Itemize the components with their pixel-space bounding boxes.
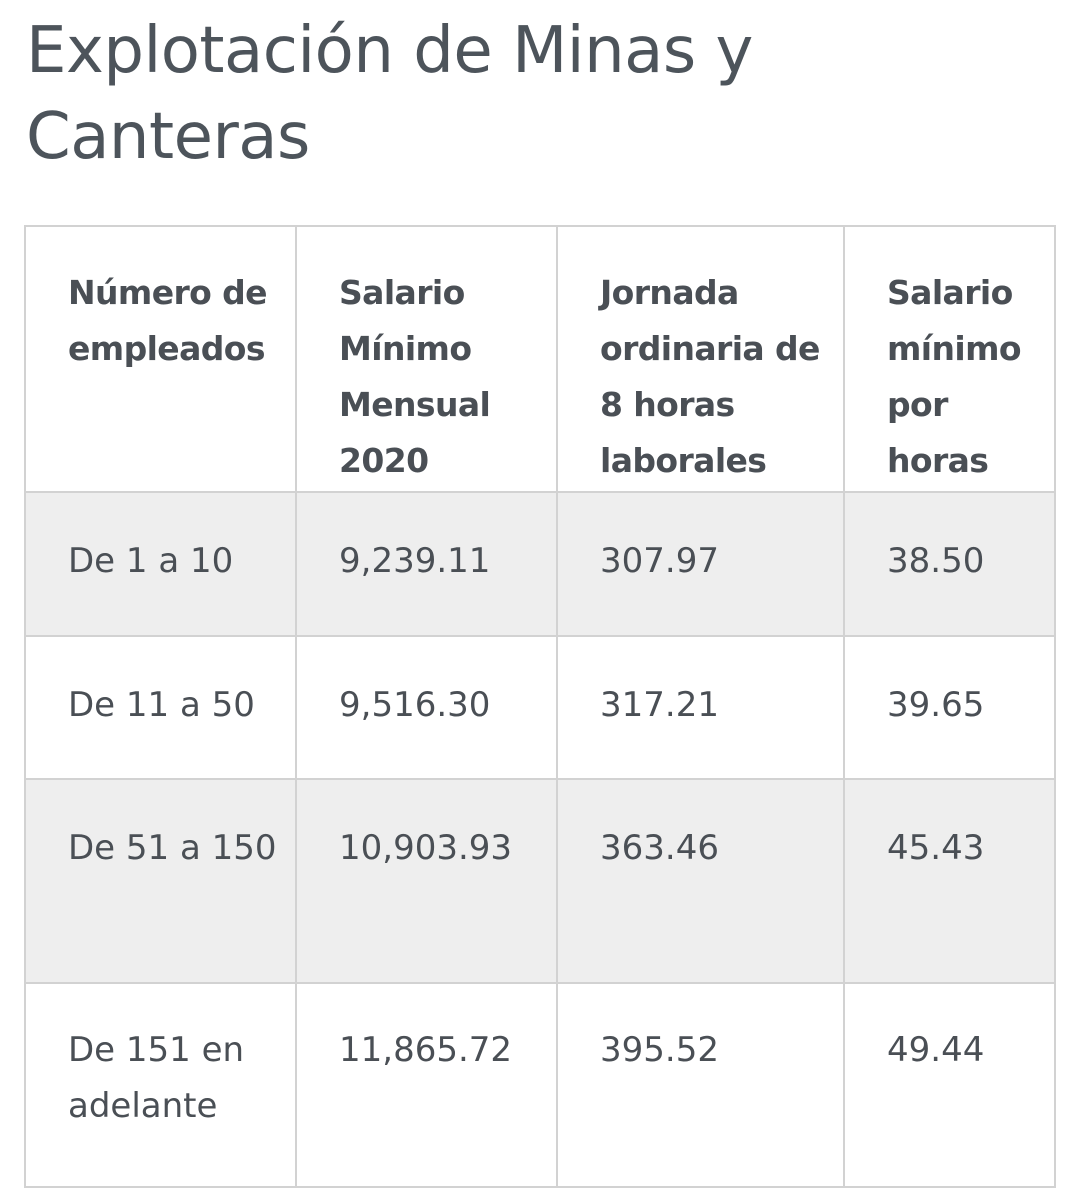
header-daily-shift: Jornada ordinaria de 8 horas laborales [556,225,845,493]
cell-employee-count: De 151 en adelante [24,982,297,1188]
table-row: De 151 en adelante 11,865.72 395.52 49.4… [24,982,1056,1188]
header-hourly-salary: Salario mínimo por horas [843,225,1056,493]
cell-hourly-salary: 45.43 [843,778,1056,985]
cell-employee-count: De 1 a 10 [24,491,297,637]
header-monthly-salary: Salario Mínimo Mensual 2020 [295,225,558,493]
cell-daily-shift: 363.46 [556,778,845,985]
cell-monthly-salary: 11,865.72 [295,982,558,1188]
cell-employee-count: De 51 a 150 [24,778,297,985]
cell-hourly-salary: 38.50 [843,491,1056,637]
header-employee-count: Número de empleados [24,225,297,493]
cell-daily-shift: 317.21 [556,634,845,781]
table-row: De 1 a 10 9,239.11 307.97 38.50 [24,491,1056,637]
salary-table-container: Número de empleados Salario Mínimo Mensu… [24,225,1056,1188]
cell-monthly-salary: 9,516.30 [295,634,558,781]
page-title: Explotación de Minas y Canteras [26,14,753,174]
table-header: Número de empleados Salario Mínimo Mensu… [24,225,1056,493]
table-row: De 51 a 150 10,903.93 363.46 45.43 [24,778,1056,985]
cell-hourly-salary: 39.65 [843,634,1056,781]
salary-table: Número de empleados Salario Mínimo Mensu… [24,225,1056,1188]
table-row: De 11 a 50 9,516.30 317.21 39.65 [24,634,1056,781]
cell-daily-shift: 395.52 [556,982,845,1188]
cell-hourly-salary: 49.44 [843,982,1056,1188]
table-body: De 1 a 10 9,239.11 307.97 38.50 De 11 a … [24,491,1056,1188]
cell-employee-count: De 11 a 50 [24,634,297,781]
cell-monthly-salary: 9,239.11 [295,491,558,637]
cell-daily-shift: 307.97 [556,491,845,637]
header-row: Número de empleados Salario Mínimo Mensu… [24,225,1056,493]
cell-monthly-salary: 10,903.93 [295,778,558,985]
